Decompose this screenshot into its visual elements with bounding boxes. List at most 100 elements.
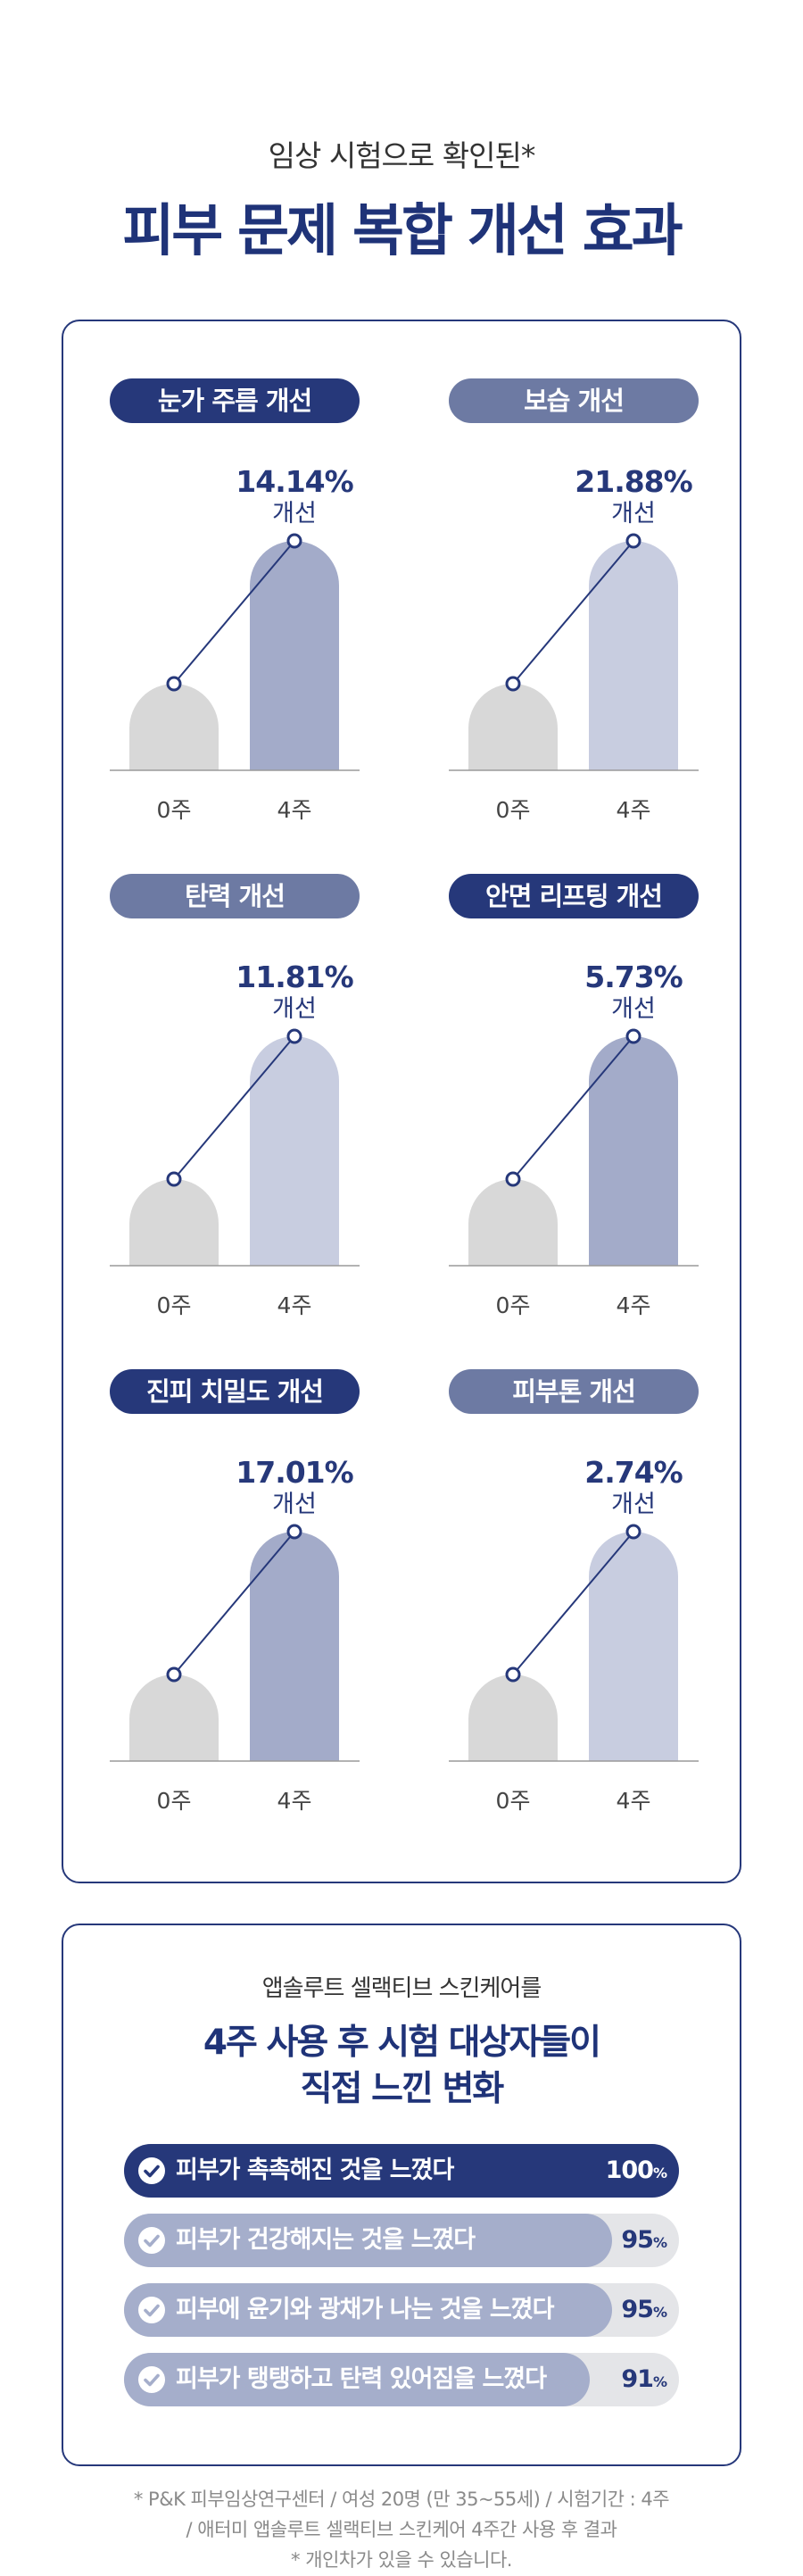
survey-bar-row: 피부가 건강해지는 것을 느꼈다 95%	[124, 2214, 679, 2267]
chart-eye-wrinkle: 눈가 주름 개선 14.14% 개선 0주 4주	[63, 321, 402, 823]
survey-bar-row: 피부가 탱탱하고 탄력 있어짐을 느꼈다 91%	[124, 2353, 679, 2406]
bar-week0	[468, 1179, 558, 1266]
trend-line	[512, 1035, 634, 1180]
check-circle-icon	[138, 2227, 165, 2254]
x-tick-label: 0주	[157, 1292, 192, 1318]
percent-unit: %	[652, 2304, 667, 2321]
bar-week0	[468, 1674, 558, 1761]
trend-line	[173, 1531, 295, 1675]
x-tick-label: 0주	[157, 1788, 192, 1814]
point-week4	[286, 533, 302, 549]
bar-week4	[250, 1532, 339, 1761]
point-week4	[286, 1028, 302, 1044]
point-week4	[286, 1524, 302, 1540]
chart-title-pill: 피부톤 개선	[449, 1369, 699, 1414]
survey-panel: 앱솔루트 셀랙티브 스킨케어를 4주 사용 후 시험 대상자들이 직접 느낀 변…	[62, 1924, 741, 2466]
survey-item-label: 피부가 건강해지는 것을 느꼈다	[176, 2226, 476, 2254]
survey-item-percent: 91%	[621, 2353, 667, 2409]
point-week4	[625, 1028, 642, 1044]
survey-title-line1: 4주 사용 후 시험 대상자들이	[203, 2023, 601, 2063]
survey-bar-row: 피부에 윤기와 광채가 나는 것을 느꼈다 95%	[124, 2283, 679, 2337]
bar-week0	[129, 1674, 219, 1761]
improvement-sub-label: 개선	[272, 995, 317, 1023]
chart-elasticity: 탄력 개선 11.81% 개선 0주 4주	[63, 817, 402, 1318]
bar-week4	[589, 1036, 678, 1266]
improvement-sub-label: 개선	[611, 500, 656, 528]
chart-title-pill: 탄력 개선	[110, 874, 360, 918]
clinical-results-panel: 눈가 주름 개선 14.14% 개선 0주 4주 보습 개선 21.88% 개선 0주 4주 탄…	[62, 320, 741, 1883]
bar-week4	[589, 1532, 678, 1761]
survey-item-label: 피부가 촉촉해진 것을 느꼈다	[176, 2156, 454, 2184]
bar-week0	[468, 684, 558, 770]
bar-week4	[250, 1036, 339, 1266]
x-tick-label: 0주	[496, 797, 531, 823]
header-subtitle: 임상 시험으로 확인된*	[268, 138, 536, 173]
check-circle-icon	[138, 2366, 165, 2393]
survey-bar-fill	[124, 2283, 613, 2337]
chart-skin-tone: 피부톤 개선 2.74% 개선 0주 4주	[402, 1312, 741, 1814]
bar-week0	[129, 1179, 219, 1266]
x-tick-label: 4주	[277, 1788, 312, 1814]
point-week0	[166, 1666, 182, 1683]
percent-unit: %	[652, 2373, 667, 2390]
x-tick-label: 0주	[496, 1788, 531, 1814]
percent-unit: %	[652, 2234, 667, 2251]
x-tick-label: 0주	[157, 797, 192, 823]
x-tick-label: 4주	[277, 1292, 312, 1318]
improvement-sub-label: 개선	[272, 1491, 317, 1518]
improvement-value: 14.14%	[236, 464, 353, 499]
chart-title-pill: 눈가 주름 개선	[110, 378, 360, 423]
footnote-product-info: / 애터미 앱솔루트 셀랙티브 스킨케어 4주간 사용 후 결과	[186, 2519, 617, 2540]
bar-week0	[129, 684, 219, 770]
survey-bar-row: 피부가 촉촉해진 것을 느꼈다 100%	[124, 2144, 679, 2198]
survey-title-line2: 직접 느낀 변화	[300, 2069, 504, 2109]
point-week0	[505, 676, 521, 692]
survey-bar-fill	[124, 2214, 613, 2267]
point-week0	[505, 1171, 521, 1187]
chart-plot: 11.81%개선 0주 4주	[110, 960, 360, 1318]
point-week0	[505, 1666, 521, 1683]
percent-number: 95	[621, 2296, 654, 2323]
x-tick-label: 4주	[277, 797, 312, 823]
survey-bar-fill	[124, 2144, 679, 2198]
improvement-value: 17.01%	[236, 1455, 353, 1490]
x-tick-label: 4주	[617, 1788, 651, 1814]
bar-week4	[589, 541, 678, 770]
point-week4	[625, 533, 642, 549]
improvement-value: 21.88%	[575, 464, 692, 499]
improvement-value: 11.81%	[236, 960, 353, 994]
survey-item-percent: 95%	[621, 2283, 667, 2339]
improvement-value: 5.73%	[584, 960, 683, 994]
page-title: 피부 문제 복합 개선 효과	[122, 198, 683, 263]
percent-number: 91	[621, 2365, 654, 2393]
trend-line	[512, 1531, 634, 1675]
improvement-sub-label: 개선	[611, 995, 656, 1023]
chart-face-lifting: 안면 리프팅 개선 5.73% 개선 0주 4주	[402, 817, 741, 1318]
trend-line	[173, 540, 295, 685]
chart-plot: 14.14%개선 0주 4주	[110, 464, 360, 823]
x-tick-label: 4주	[617, 797, 651, 823]
percent-number: 95	[621, 2226, 654, 2254]
survey-item-percent: 100%	[605, 2144, 667, 2200]
chart-title-pill: 보습 개선	[449, 378, 699, 423]
bar-week4	[250, 541, 339, 770]
chart-dermal-density: 진피 치밀도 개선 17.01% 개선 0주 4주	[63, 1312, 402, 1814]
percent-number: 100	[605, 2156, 654, 2184]
chart-moisture: 보습 개선 21.88% 개선 0주 4주	[402, 321, 741, 823]
chart-plot: 21.88%개선 0주 4주	[449, 464, 699, 823]
point-week0	[166, 1171, 182, 1187]
point-week0	[166, 676, 182, 692]
chart-plot: 5.73%개선 0주 4주	[449, 960, 699, 1318]
chart-title-pill: 안면 리프팅 개선	[449, 874, 699, 918]
x-tick-label: 4주	[617, 1292, 651, 1318]
x-tick-label: 0주	[496, 1292, 531, 1318]
trend-line	[512, 540, 634, 685]
point-week4	[625, 1524, 642, 1540]
survey-item-label: 피부에 윤기와 광채가 나는 것을 느꼈다	[176, 2296, 554, 2323]
improvement-value: 2.74%	[584, 1455, 683, 1490]
chart-plot: 17.01%개선 0주 4주	[110, 1455, 360, 1814]
percent-unit: %	[652, 2165, 667, 2181]
survey-item-label: 피부가 탱탱하고 탄력 있어짐을 느꼈다	[176, 2365, 547, 2393]
chart-title-pill: 진피 치밀도 개선	[110, 1369, 360, 1414]
trend-line	[173, 1035, 295, 1180]
